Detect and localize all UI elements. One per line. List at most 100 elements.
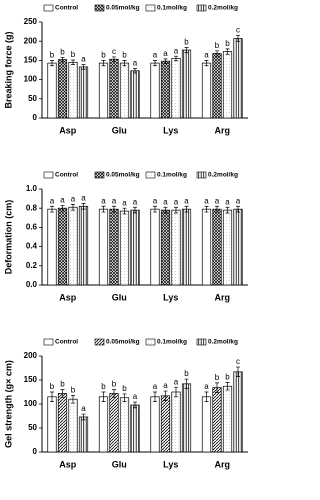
bar: [47, 62, 57, 119]
bar: [181, 383, 192, 453]
bar: [57, 393, 68, 453]
legend-label: 0.1mol/kg: [157, 172, 187, 179]
significance-letter: b: [60, 380, 65, 389]
significance-letter: a: [184, 196, 189, 205]
significance-letter: a: [112, 196, 117, 205]
x-tick-label: Lys: [163, 125, 178, 135]
significance-letter: c: [236, 26, 240, 35]
y-tick-label: 50: [28, 94, 37, 103]
x-tick-label: Asp: [59, 292, 77, 302]
significance-letter: a: [163, 49, 168, 58]
bar: [119, 210, 130, 286]
error-bar: [50, 60, 54, 67]
significance-letter: a: [163, 381, 168, 390]
error-bar: [215, 205, 219, 213]
error-bar: [153, 60, 157, 67]
y-axis-title: Gel strength (g× cm): [3, 360, 13, 448]
bar: [212, 208, 222, 286]
error-bar: [215, 382, 219, 393]
bar: [119, 62, 130, 119]
significance-letter: a: [204, 382, 209, 391]
y-tick-label: 150: [24, 375, 38, 384]
error-bar: [225, 206, 230, 214]
legend-label: 0.05mol/kg: [106, 339, 140, 346]
error-bar: [174, 386, 178, 398]
legend-swatch: [145, 338, 156, 346]
significance-letter: b: [122, 51, 127, 60]
legend-swatch: [94, 4, 105, 12]
significance-letter: a: [133, 197, 138, 206]
error-bar: [101, 391, 106, 402]
error-bar: [204, 391, 209, 402]
error-bar: [101, 60, 106, 67]
error-bar: [153, 391, 157, 402]
error-bar: [184, 205, 189, 213]
legend-swatch: [43, 4, 54, 12]
bar: [171, 209, 181, 286]
bar: [171, 58, 181, 119]
figure: Control 0.05mol/kg 0.1mol/kg 0.2mol/kg 0 50 10…: [3, 4, 248, 469]
significance-letter: a: [101, 196, 106, 205]
y-tick-label: 0.0: [26, 280, 38, 289]
bar: [68, 398, 78, 453]
y-tick-label: 0.4: [26, 242, 38, 251]
significance-letter: a: [163, 197, 168, 206]
bar: [233, 371, 243, 453]
error-bar: [184, 378, 189, 389]
error-bar: [204, 205, 209, 213]
error-bar: [184, 46, 189, 54]
bar: [78, 416, 89, 453]
bar: [57, 59, 68, 119]
y-tick-label: 0.6: [26, 223, 38, 232]
legend-label: 0.2mol/kg: [208, 339, 238, 346]
bar: [130, 70, 140, 119]
bar: [68, 61, 78, 119]
bar: [222, 209, 233, 286]
error-bar: [133, 401, 137, 409]
bar: [201, 208, 212, 286]
bar: [212, 53, 222, 119]
error-bar: [174, 206, 178, 214]
bar: [98, 208, 109, 286]
error-bar: [50, 205, 54, 213]
significance-letter: a: [204, 51, 209, 60]
error-bar: [60, 56, 65, 63]
error-bar: [81, 413, 86, 421]
legend-swatch: [196, 4, 207, 12]
x-tick-label: Asp: [59, 125, 77, 135]
error-bar: [60, 204, 65, 212]
bar: [98, 396, 109, 453]
error-bar: [236, 35, 240, 42]
x-tick-label: Glu: [112, 459, 127, 469]
error-bar: [122, 60, 127, 67]
bar: [109, 58, 119, 119]
significance-letter: a: [174, 197, 179, 206]
error-bar: [122, 207, 127, 215]
y-tick-label: 200: [24, 351, 38, 360]
y-tick-label: 150: [24, 56, 38, 65]
legend-swatch: [94, 171, 105, 179]
bar: [119, 397, 130, 453]
bar: [201, 62, 212, 119]
significance-letter: a: [236, 196, 241, 205]
error-bar: [71, 204, 75, 211]
significance-letter: b: [101, 51, 106, 60]
error-bar: [112, 56, 116, 62]
significance-letter: a: [122, 198, 127, 207]
bar: [233, 208, 243, 286]
significance-letter: b: [215, 41, 220, 50]
error-bar: [225, 382, 230, 391]
x-tick-label: Arg: [215, 459, 231, 469]
bar: [181, 208, 192, 286]
x-tick-label: Glu: [112, 125, 127, 135]
y-tick-label: 0: [33, 447, 38, 456]
significance-letter: b: [184, 37, 189, 46]
x-tick-label: Arg: [215, 292, 231, 302]
significance-letter: a: [215, 196, 220, 205]
significance-letter: a: [174, 46, 179, 55]
significance-letter: b: [50, 51, 55, 60]
error-bar: [225, 48, 230, 55]
legend-label: Control: [55, 339, 78, 346]
significance-letter: a: [60, 195, 65, 204]
bar: [160, 395, 171, 453]
